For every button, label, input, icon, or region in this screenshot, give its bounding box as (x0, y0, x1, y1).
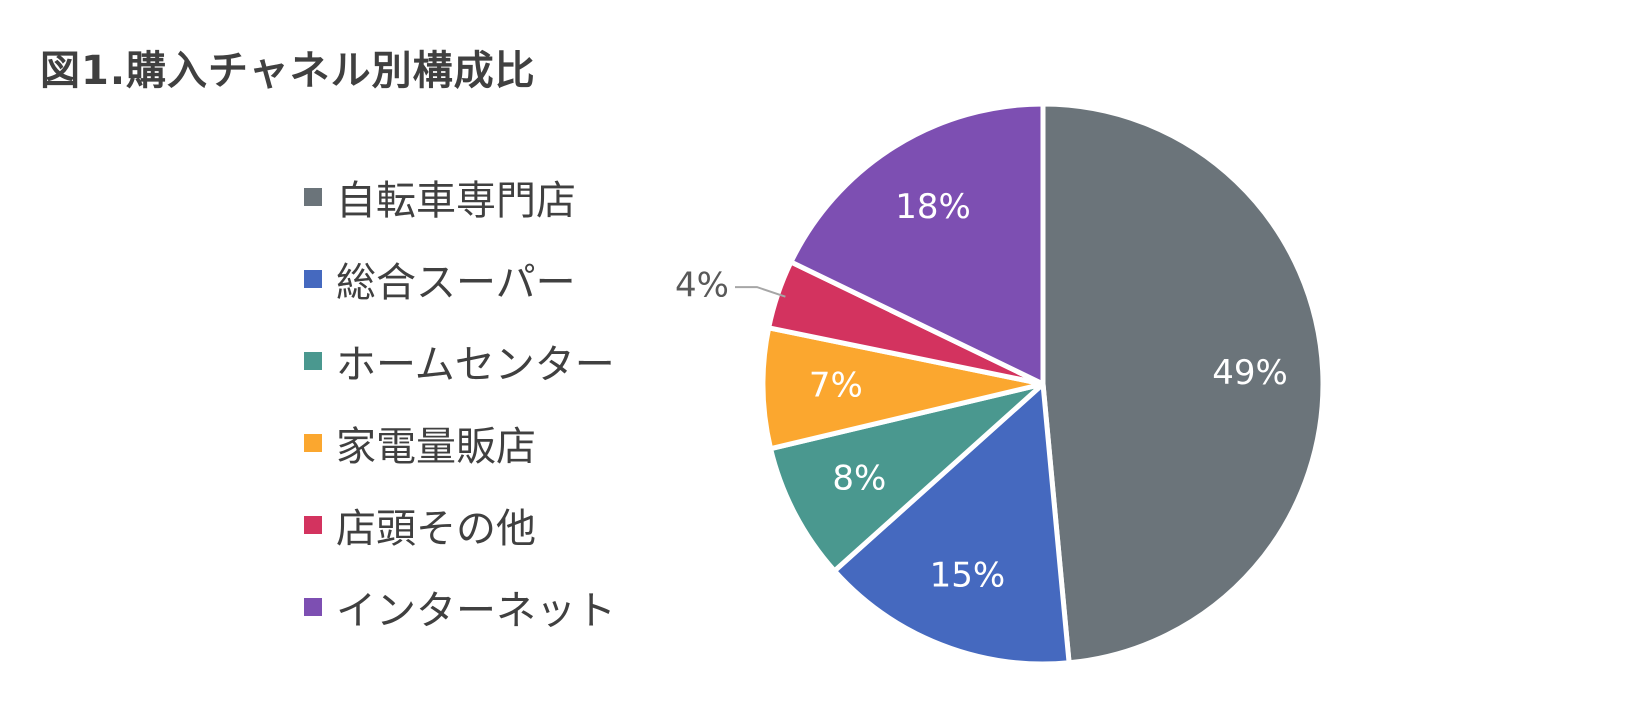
pie-slice (832, 381, 1072, 667)
legend-item: ホームセンター (304, 320, 616, 402)
legend-swatch (304, 188, 322, 206)
data-label: 18% (895, 187, 971, 227)
pie-slices (760, 101, 1326, 667)
legend-swatch (304, 516, 322, 534)
legend-swatch (304, 434, 322, 452)
legend-item: インターネット (304, 566, 616, 648)
legend-label: 家電量販店 (336, 424, 536, 470)
legend-label: インターネット (336, 588, 616, 634)
legend-item: 店頭その他 (304, 484, 616, 566)
legend-swatch (304, 270, 322, 288)
legend-item: 総合スーパー (304, 238, 616, 320)
data-label: 49% (1212, 353, 1288, 393)
legend-item: 自転車専門店 (304, 156, 616, 238)
legend-item: 家電量販店 (304, 402, 616, 484)
legend-label: ホームセンター (336, 342, 615, 388)
data-label: 4% (675, 266, 729, 306)
legend-label: 総合スーパー (336, 260, 576, 306)
data-label: 15% (930, 555, 1006, 595)
data-label: 8% (832, 459, 886, 499)
pie-slice (768, 381, 1046, 574)
legend-swatch (304, 598, 322, 616)
pie-slice (788, 101, 1046, 387)
legend-label: 自転車専門店 (336, 178, 576, 224)
leader-line (735, 286, 786, 298)
chart-legend: 自転車専門店 総合スーパー ホームセンター 家電量販店 店頭その他 インターネッ… (304, 156, 616, 648)
pie-slice (1040, 101, 1326, 666)
legend-label: 店頭その他 (336, 506, 536, 552)
chart-title: 図1.購入チャネル別構成比 (40, 48, 536, 94)
legend-swatch (304, 352, 322, 370)
data-label: 7% (809, 366, 863, 406)
